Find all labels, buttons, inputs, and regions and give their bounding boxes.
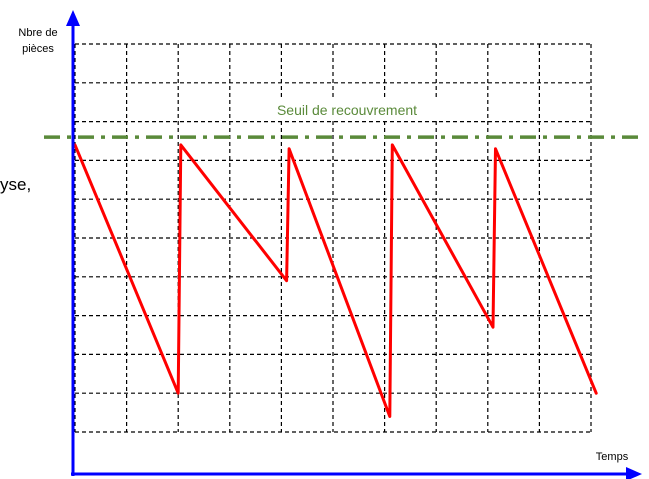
axes [66, 10, 642, 479]
threshold-label: Seuil de recouvrement [277, 102, 417, 118]
grid [74, 43, 592, 433]
series-group [73, 143, 598, 418]
threshold-label-background [242, 98, 452, 120]
y-axis-label-line-2: pièces [22, 43, 54, 55]
x-axis-arrow-icon [626, 467, 642, 479]
y-axis-label-line-1: Nbre de [18, 27, 57, 39]
series-line [73, 143, 598, 418]
x-axis-label: Temps [596, 451, 629, 463]
side-text-fragment: yse, [0, 175, 31, 194]
y-axis-arrow-icon [66, 10, 80, 26]
